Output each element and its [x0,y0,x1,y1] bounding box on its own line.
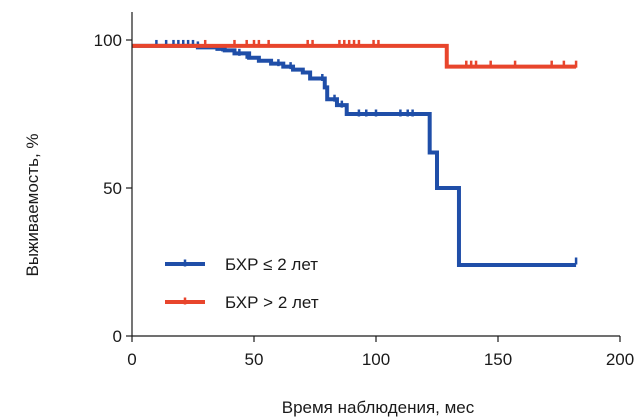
series-2-line [132,43,577,69]
x-tick-label-4: 150 [484,350,512,369]
legend: БХР ≤ 2 лет БХР > 2 лет [165,255,319,312]
series-1-line [132,43,577,267]
x-tick-label-1: 0 [127,350,136,369]
x-tick-label-5: 200 [606,350,634,369]
x-tick-label-3: 100 [362,350,390,369]
x-tick-label-2: 50 [245,350,264,369]
series-1 [132,39,578,267]
y-tick-label-1: 0 [113,327,122,346]
y-axis-title: Выживаемость, % [23,133,42,276]
legend-label-1: БХР ≤ 2 лет [225,255,318,274]
ticks: 0 50 100 150 200 0 50 100 [94,31,635,369]
plot-area [132,39,578,267]
series-2 [132,39,578,69]
legend-item-1: БХР ≤ 2 лет [165,255,318,274]
legend-label-2: БХР > 2 лет [225,293,319,312]
x-axis-title: Время наблюдения, мес [282,398,475,417]
y-tick-label-2: 50 [103,179,122,198]
y-tick-label-3: 100 [94,31,122,50]
legend-item-2: БХР > 2 лет [165,293,319,312]
axes [131,12,620,337]
